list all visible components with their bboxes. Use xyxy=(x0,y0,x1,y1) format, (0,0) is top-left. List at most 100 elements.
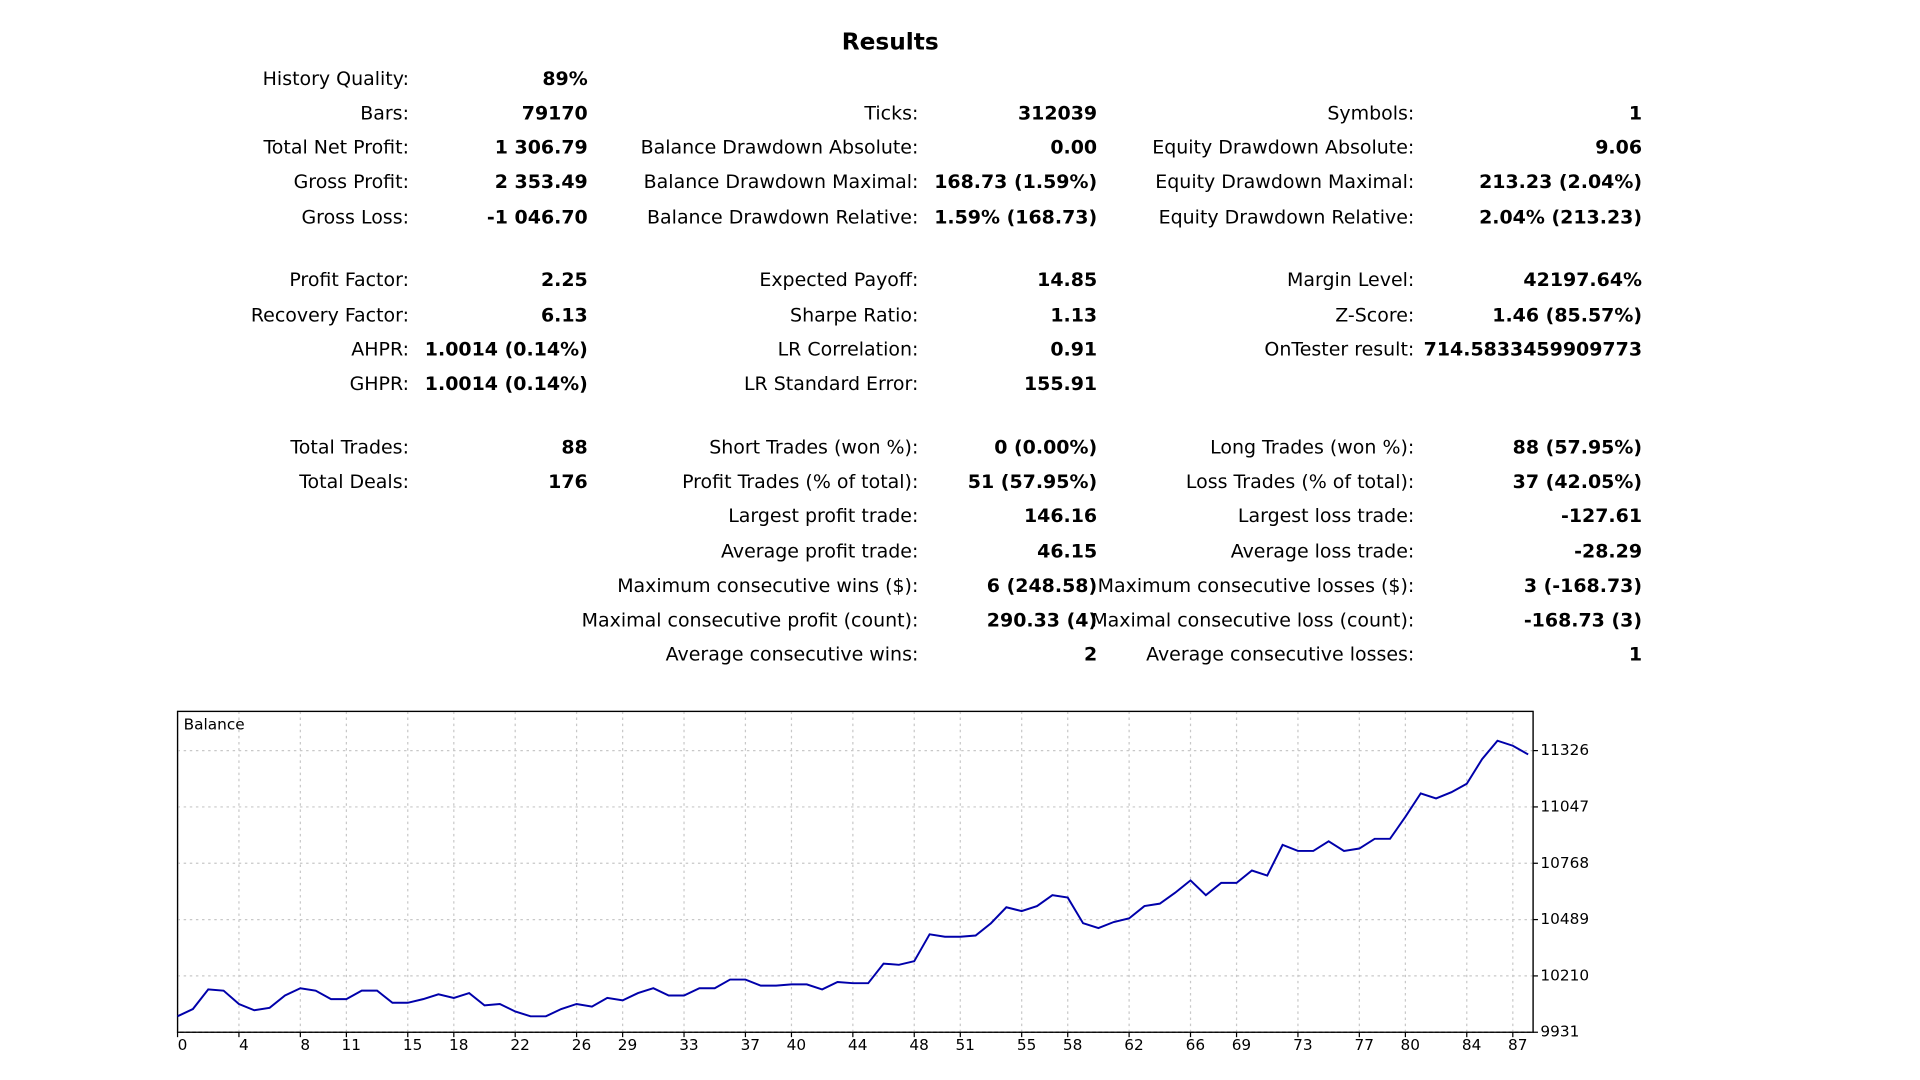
stat-value: 6.13 xyxy=(541,304,588,326)
stat-label: Maximum consecutive losses ($): xyxy=(1098,575,1415,597)
stat-label: LR Correlation: xyxy=(778,339,919,361)
stat-value: 1.46 (85.57%) xyxy=(1492,304,1642,326)
stat-value: 79170 xyxy=(522,102,588,124)
x-tick-label: 11 xyxy=(342,1036,361,1054)
stat-label: Z-Score: xyxy=(1335,304,1414,326)
x-tick-label: 48 xyxy=(909,1036,928,1054)
x-tick-label: 37 xyxy=(741,1036,760,1054)
stat-value: -168.73 (3) xyxy=(1524,609,1642,631)
x-tick-label: 15 xyxy=(403,1036,422,1054)
x-tick-label: 58 xyxy=(1063,1036,1082,1054)
x-tick-label: 62 xyxy=(1124,1036,1143,1054)
stat-value: 213.23 (2.04%) xyxy=(1479,171,1642,193)
stat-label: Long Trades (won %): xyxy=(1210,437,1414,459)
stat-label: LR Standard Error: xyxy=(744,373,918,395)
stat-label: Total Net Profit: xyxy=(262,137,409,159)
stat-label: Sharpe Ratio: xyxy=(790,304,918,326)
x-tick-label: 84 xyxy=(1462,1036,1481,1054)
stat-label: Total Deals: xyxy=(298,471,409,493)
stat-value: 2 xyxy=(1084,644,1097,666)
stat-label: Largest loss trade: xyxy=(1238,505,1414,527)
stat-value: 312039 xyxy=(1018,102,1097,124)
y-tick-label: 10768 xyxy=(1540,854,1589,872)
stat-value: 1.0014 (0.14%) xyxy=(425,339,588,361)
stat-value: 37 (42.05%) xyxy=(1513,471,1642,493)
stat-label: Maximal consecutive profit (count): xyxy=(582,609,919,631)
y-tick-label: 11326 xyxy=(1540,741,1589,759)
stat-value: 2 353.49 xyxy=(495,171,588,193)
stat-label: Loss Trades (% of total): xyxy=(1186,471,1414,493)
x-tick-label: 69 xyxy=(1232,1036,1251,1054)
stat-value: 1 306.79 xyxy=(495,137,588,159)
stat-value: 1.13 xyxy=(1050,304,1097,326)
stat-label: Profit Trades (% of total): xyxy=(682,471,918,493)
stat-value: 0.91 xyxy=(1050,339,1097,361)
stat-value: 2.04% (213.23) xyxy=(1479,206,1642,228)
stat-label: History Quality: xyxy=(263,68,409,90)
x-tick-label: 77 xyxy=(1355,1036,1374,1054)
stat-value: 2.25 xyxy=(541,269,588,291)
x-tick-label: 44 xyxy=(848,1036,867,1054)
stat-label: Largest profit trade: xyxy=(728,505,918,527)
x-tick-label: 66 xyxy=(1186,1036,1205,1054)
y-tick-label: 9931 xyxy=(1540,1023,1579,1041)
stat-value: 42197.64% xyxy=(1523,269,1642,291)
stat-label: Recovery Factor: xyxy=(251,304,409,326)
stat-label: Balance Drawdown Relative: xyxy=(647,206,918,228)
stat-label: Average loss trade: xyxy=(1231,541,1415,563)
x-tick-label: 26 xyxy=(572,1036,591,1054)
stat-value: 51 (57.95%) xyxy=(968,471,1097,493)
x-tick-label: 73 xyxy=(1293,1036,1312,1054)
stat-label: Maximal consecutive loss (count): xyxy=(1091,609,1414,631)
stat-label: Symbols: xyxy=(1327,102,1414,124)
stat-value: -127.61 xyxy=(1561,505,1642,527)
x-tick-label: 33 xyxy=(679,1036,698,1054)
stat-value: 88 xyxy=(561,437,587,459)
stat-label: Profit Factor: xyxy=(289,269,409,291)
balance-line xyxy=(177,739,1529,1018)
stat-label: Equity Drawdown Maximal: xyxy=(1155,171,1414,193)
stat-value: -28.29 xyxy=(1574,541,1642,563)
stat-value: 9.06 xyxy=(1595,137,1642,159)
stat-value: 1 xyxy=(1629,102,1642,124)
stat-label: Equity Drawdown Relative: xyxy=(1159,206,1415,228)
stat-label: Margin Level: xyxy=(1287,269,1414,291)
y-tick-label: 11047 xyxy=(1540,797,1589,815)
plot-border xyxy=(176,710,1534,1033)
stat-value: 0.00 xyxy=(1050,137,1097,159)
stat-label: Short Trades (won %): xyxy=(709,437,918,459)
x-tick-label: 40 xyxy=(787,1036,806,1054)
x-tick-label: 8 xyxy=(300,1036,310,1054)
x-tick-label: 4 xyxy=(239,1036,249,1054)
stat-label: AHPR: xyxy=(351,339,409,361)
x-tick-label: 80 xyxy=(1401,1036,1420,1054)
stat-label: Gross Loss: xyxy=(301,206,408,228)
stat-label: Equity Drawdown Absolute: xyxy=(1152,137,1414,159)
stat-value: 14.85 xyxy=(1037,269,1097,291)
stat-value: 176 xyxy=(548,471,588,493)
results-title: Results xyxy=(842,28,939,55)
stat-value: 1 xyxy=(1629,644,1642,666)
stat-label: OnTester result: xyxy=(1264,339,1414,361)
stat-value: 155.91 xyxy=(1024,373,1097,395)
stat-value: -1 046.70 xyxy=(487,206,588,228)
stat-value: 146.16 xyxy=(1024,505,1097,527)
stat-label: Balance Drawdown Absolute: xyxy=(641,137,919,159)
stat-label: Balance Drawdown Maximal: xyxy=(644,171,919,193)
x-tick-label: 29 xyxy=(618,1036,637,1054)
stat-label: Maximum consecutive wins ($): xyxy=(617,575,918,597)
x-tick-label: 87 xyxy=(1508,1036,1527,1054)
plot-frame xyxy=(176,710,1534,1033)
stat-value: 168.73 (1.59%) xyxy=(934,171,1097,193)
x-tick-label: 55 xyxy=(1017,1036,1036,1054)
stat-value: 6 (248.58) xyxy=(987,575,1097,597)
stat-label: Ticks: xyxy=(863,102,918,124)
stat-value: 89% xyxy=(542,68,587,90)
stat-value: 290.33 (4) xyxy=(987,609,1097,631)
stat-value: 714.5833459909773 xyxy=(1424,339,1642,361)
y-tick-label: 10210 xyxy=(1540,966,1589,984)
stat-value: 3 (-168.73) xyxy=(1524,575,1642,597)
stat-value: 0 (0.00%) xyxy=(994,437,1097,459)
